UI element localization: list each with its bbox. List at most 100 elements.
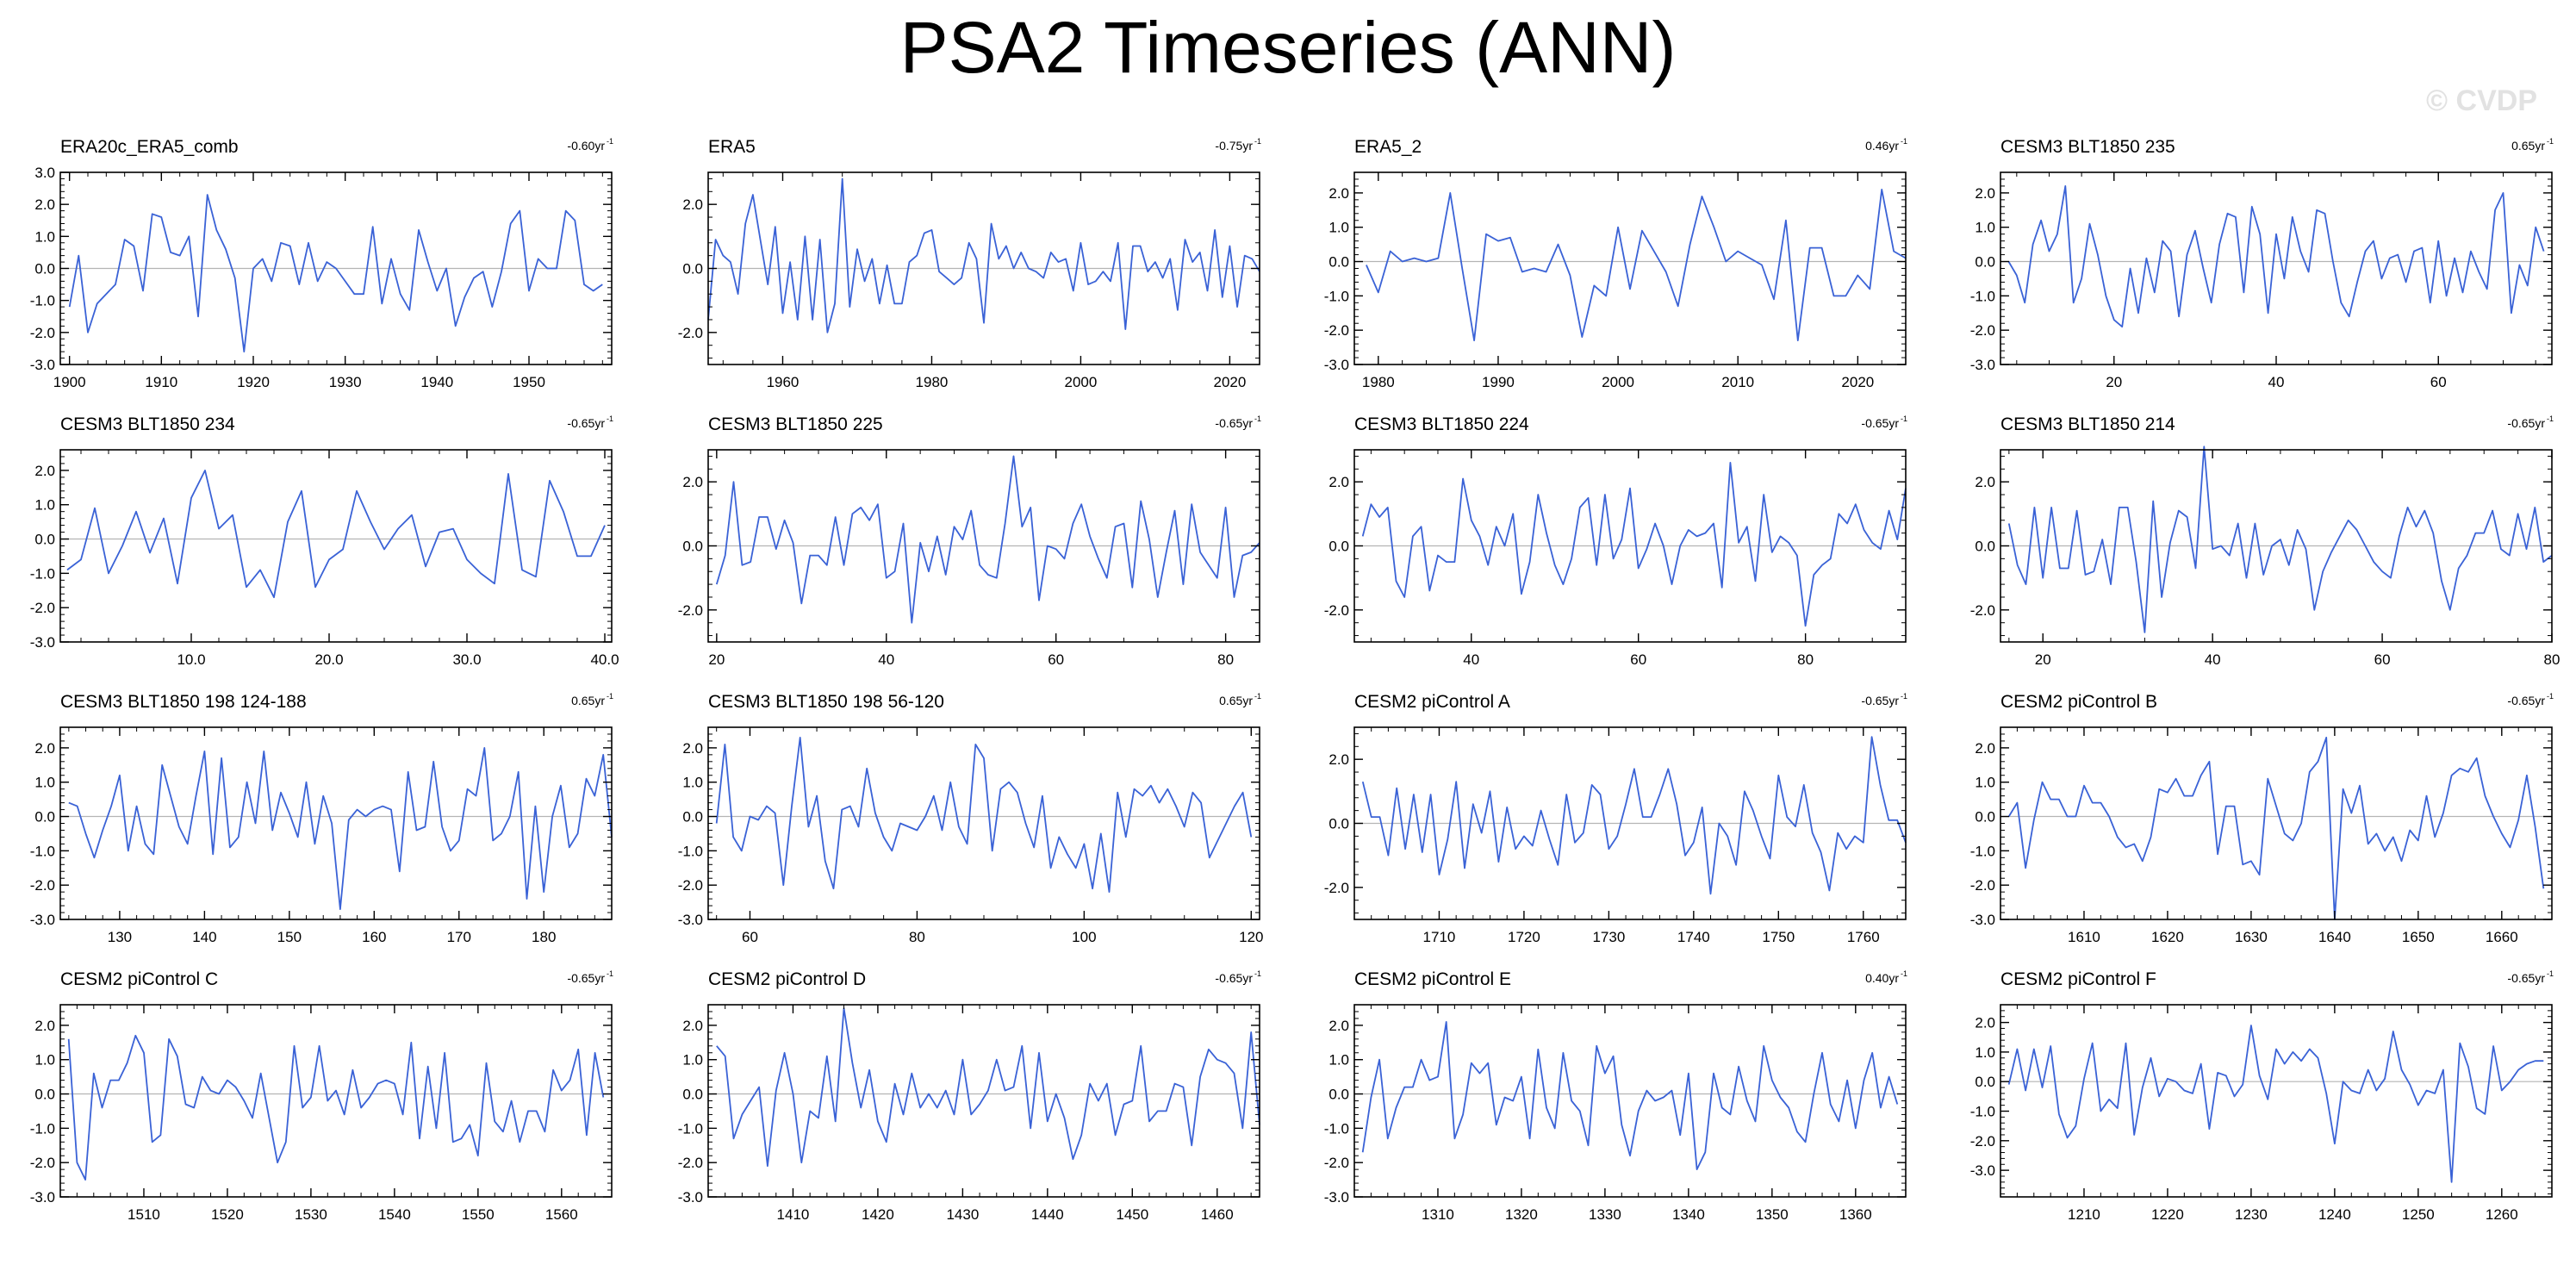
series-line	[1366, 188, 1907, 342]
y-tick-label: 0.0	[1328, 816, 1349, 832]
panel-title: ERA5	[708, 137, 756, 157]
chart-panel: CESM3 BLT1850 235 0.65yr -1 -3.0 -2.0 -1.0 0.0…	[1970, 137, 2554, 390]
series-line	[1361, 736, 1907, 895]
trend-label: 0.40yr	[1865, 971, 1899, 985]
chart-panel: CESM2 piControl E 0.40yr -1 -3.0 -2.0 -1.0 0.0…	[1324, 969, 1907, 1223]
series-line	[67, 1034, 605, 1181]
trend-label: -0.65yr	[567, 416, 605, 430]
x-tick-label: 100	[1072, 929, 1096, 945]
y-tick-label: 2.0	[682, 740, 703, 757]
x-tick-label: 1930	[329, 374, 362, 390]
x-tick-label: 60	[2374, 651, 2391, 668]
y-tick-label: -2.0	[678, 602, 703, 619]
x-tick-label: 1310	[1422, 1206, 1454, 1223]
y-tick-label: -3.0	[1970, 357, 1995, 373]
panel-title: CESM2 piControl C	[60, 969, 218, 989]
y-tick-label: -1.0	[678, 843, 703, 859]
x-tick-label: 1630	[2235, 929, 2268, 945]
panel-title: CESM3 BLT1850 234	[60, 414, 235, 434]
series-line	[68, 194, 603, 353]
trend-label: -0.65yr	[1861, 416, 1899, 430]
y-tick-label: -3.0	[30, 912, 55, 928]
y-tick-label: 1.0	[34, 497, 55, 514]
y-tick-label: 0.0	[34, 809, 55, 826]
x-tick-label: 1410	[777, 1206, 810, 1223]
plot-frame	[707, 726, 1260, 920]
panel-title: CESM3 BLT1850 198 56-120	[708, 692, 944, 712]
chart-panel: ERA5_2 0.46yr -1 -3.0 -2.0 -1.0 0.0 1.0 2.0 1980 1…	[1324, 137, 1907, 390]
panel-title: CESM3 BLT1850 198 124-188	[60, 692, 307, 712]
y-tick-label: 2.0	[1975, 740, 1995, 757]
x-tick-label: 1710	[1423, 929, 1456, 945]
chart-panel: CESM3 BLT1850 234 -0.65yr -1 -3.0 -2.0 -1.0 0.…	[30, 414, 619, 668]
y-tick-label: -1.0	[1970, 1104, 1995, 1120]
x-tick-label: 10.0	[177, 651, 205, 668]
y-tick-label: -2.0	[1970, 322, 1995, 339]
x-tick-label: 180	[532, 929, 556, 945]
x-tick-label: 150	[277, 929, 302, 945]
y-tick-label: -1.0	[30, 565, 55, 582]
x-tick-label: 1530	[295, 1206, 327, 1223]
y-tick-label: 1.0	[1975, 775, 1995, 791]
y-tick-label: -1.0	[1970, 843, 1995, 859]
y-tick-label: 0.0	[1975, 539, 1995, 555]
trend-label: 0.65yr	[1219, 694, 1253, 707]
chart-panel: ERA20c_ERA5_comb -0.60yr -1 -3.0 -2.0 -1.0 0.0…	[30, 137, 613, 390]
y-tick-label: 0.0	[1975, 1074, 1995, 1090]
x-tick-label: 1560	[545, 1206, 578, 1223]
series-line	[2007, 184, 2545, 328]
series-line	[707, 178, 1260, 333]
x-tick-label: 1520	[211, 1206, 244, 1223]
y-tick-label: -2.0	[1324, 602, 1349, 619]
panel-title: CESM2 piControl A	[1354, 692, 1510, 712]
x-tick-label: 20.0	[314, 651, 343, 668]
x-tick-label: 30.0	[452, 651, 481, 668]
y-tick-label: 2.0	[34, 463, 55, 479]
y-tick-label: -3.0	[30, 1189, 55, 1206]
y-tick-label: -3.0	[1324, 1189, 1349, 1206]
trend-exponent: -1	[2547, 414, 2554, 423]
cvdp-watermark: © CVDP	[2426, 84, 2537, 117]
plot-frame	[59, 726, 613, 920]
plot-frame	[707, 1004, 1260, 1198]
x-tick-label: 1330	[1589, 1206, 1621, 1223]
panel-title: CESM2 piControl E	[1354, 969, 1511, 989]
y-tick-label: -2.0	[1970, 602, 1995, 619]
x-tick-label: 1260	[2486, 1206, 2518, 1223]
x-tick-label: 1660	[2486, 929, 2518, 945]
x-tick-label: 2000	[1602, 374, 1634, 390]
trend-label: -0.65yr	[1215, 416, 1253, 430]
y-tick-label: 1.0	[1328, 220, 1349, 236]
x-tick-label: 1320	[1505, 1206, 1538, 1223]
x-tick-label: 1440	[1031, 1206, 1064, 1223]
chart-panel: CESM3 BLT1850 198 56-120 0.65yr -1 -3.0 -2.0…	[678, 692, 1264, 945]
x-tick-label: 1210	[2068, 1206, 2100, 1223]
panel-title: ERA20c_ERA5_comb	[60, 137, 239, 157]
x-tick-label: 160	[362, 929, 386, 945]
chart-panel: CESM2 piControl A -0.65yr -1 -2.0 0.0 2.0 1710…	[1324, 692, 1907, 945]
y-tick-label: 1.0	[682, 1052, 703, 1069]
x-tick-label: 1720	[1508, 929, 1540, 945]
y-tick-label: 2.0	[1328, 1018, 1349, 1034]
x-tick-label: 80	[909, 929, 925, 945]
y-tick-label: 1.0	[682, 775, 703, 791]
x-tick-label: 1980	[1362, 374, 1395, 390]
x-tick-label: 80	[1217, 651, 1234, 668]
trend-label: -0.65yr	[2507, 416, 2545, 430]
y-tick-label: 1.0	[1328, 1052, 1349, 1069]
y-tick-label: -2.0	[678, 325, 703, 341]
x-tick-label: 2020	[1213, 374, 1246, 390]
series-line	[715, 455, 1260, 624]
x-tick-label: 2020	[1841, 374, 1874, 390]
panel-title: ERA5_2	[1354, 137, 1422, 157]
plot-frame	[1353, 171, 1907, 365]
x-tick-label: 2010	[1721, 374, 1754, 390]
x-tick-label: 1220	[2151, 1206, 2184, 1223]
y-tick-label: -2.0	[1324, 1155, 1349, 1171]
plot-frame	[1353, 1004, 1907, 1198]
x-tick-label: 1740	[1677, 929, 1710, 945]
y-tick-label: 1.0	[34, 1052, 55, 1069]
x-tick-label: 120	[1239, 929, 1263, 945]
y-tick-label: -1.0	[1970, 288, 1995, 304]
x-tick-label: 1760	[1847, 929, 1880, 945]
